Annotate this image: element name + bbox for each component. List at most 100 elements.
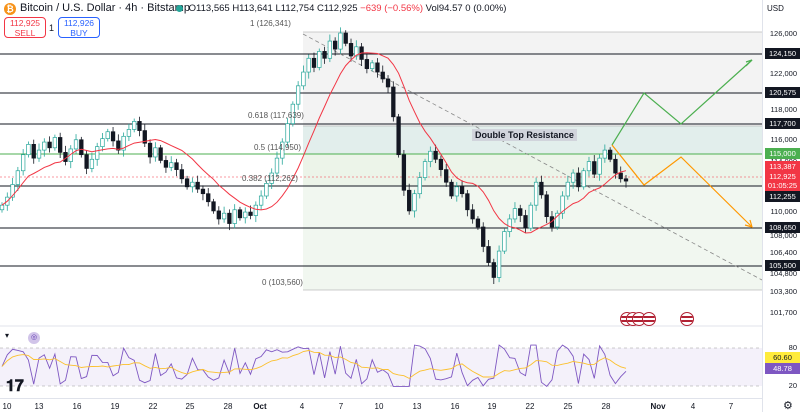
candle-body	[26, 144, 31, 156]
candle-body	[221, 212, 227, 220]
candle-body	[613, 158, 618, 174]
us-flag-icon[interactable]	[680, 312, 694, 326]
time-tick: Oct	[253, 402, 267, 411]
fib-level-0: 0 (103,560)	[262, 278, 303, 287]
price-chart[interactable]	[0, 0, 762, 412]
time-tick: 4	[299, 402, 305, 411]
candle-body	[317, 51, 322, 68]
price-scale[interactable]: USD 126,000124,000122,000120,000118,0001…	[762, 0, 800, 412]
double-top-label[interactable]: Double Top Resistance	[472, 129, 577, 141]
time-tick: 7	[728, 402, 734, 411]
volume-readout: Vol94.57	[425, 3, 463, 14]
buy-button[interactable]: 112,926 BUY	[58, 17, 100, 38]
us-flag-icon[interactable]	[642, 312, 656, 326]
price-tick: 106,400	[769, 248, 797, 257]
ohlc-open: O113,565	[188, 3, 230, 14]
candle-body	[581, 170, 586, 188]
candle-body	[153, 147, 158, 158]
time-tick: 4	[690, 402, 696, 411]
candle-body	[258, 195, 264, 206]
symbol-title[interactable]: Bitcoin / U.S. Dollar · 4h · Bitstamp	[20, 2, 190, 14]
candle-body	[586, 161, 592, 172]
fib-zone-upper	[303, 32, 762, 126]
candle-body	[417, 177, 422, 195]
candle-body	[21, 154, 26, 172]
price-level-label: 105,500	[765, 260, 800, 271]
time-tick: 19	[110, 402, 120, 411]
candle-body	[285, 123, 290, 143]
fib-level-0382: 0.382 (112,262)	[242, 174, 298, 183]
candle-body	[385, 78, 391, 88]
tradingview-logo[interactable]: 𝟏𝟕	[6, 378, 24, 395]
gear-icon[interactable]: ⚙	[783, 400, 793, 412]
bullish-arrow-icon	[745, 59, 753, 67]
candle-body	[227, 212, 232, 224]
candle-body	[110, 131, 116, 142]
buy-label: BUY	[70, 27, 88, 38]
candle-body	[555, 212, 560, 228]
price-level-label: 108,650	[765, 222, 800, 233]
rsi-ma-line	[1, 350, 627, 379]
collapse-pane-icon[interactable]: ▾	[5, 331, 10, 340]
spread-value: 1	[49, 23, 55, 33]
candle-body	[137, 121, 142, 131]
moving-average-line	[1, 52, 627, 234]
price-level-label: 113,387	[765, 161, 800, 172]
candle-body	[311, 57, 317, 68]
candle-body	[327, 40, 333, 59]
rsi-value-label: 60.60	[765, 352, 800, 363]
rsi-tick: 80	[788, 343, 797, 352]
candle-body	[592, 161, 597, 175]
ohlc-change: −639 (−0.56%)	[360, 3, 424, 14]
time-tick: 16	[72, 402, 82, 411]
time-axis[interactable]: 10 13 16 19 22 25 28 Oct 4 7 10 13 16 19 22 25 28 Nov 4 7	[0, 398, 762, 413]
time-tick: 25	[563, 402, 573, 411]
candle-body	[391, 86, 396, 118]
candle-body	[73, 139, 79, 150]
candle-body	[295, 85, 301, 105]
rsi-indicator-icon[interactable]: ◎	[28, 332, 40, 344]
rsi-value-label: 48.78	[765, 363, 800, 374]
currency-label[interactable]: USD	[767, 4, 784, 13]
time-tick: 16	[450, 402, 460, 411]
candle-body	[422, 161, 428, 178]
candle-body	[338, 32, 343, 50]
price-tick: 103,300	[769, 287, 797, 296]
time-tick: 22	[525, 402, 535, 411]
time-tick: 13	[412, 402, 422, 411]
candle-body	[232, 209, 237, 224]
candle-body	[343, 32, 348, 44]
price-tick: 118,000	[770, 105, 797, 114]
time-tick: 19	[487, 402, 497, 411]
price-tick: 110,000	[770, 207, 797, 216]
bullish-projection-path	[611, 59, 753, 146]
time-tick: 25	[185, 402, 195, 411]
candle-body	[528, 204, 533, 229]
candle-body	[544, 194, 549, 218]
ohlc-readout: O113,565 H113,641 L112,754 C112,925 −639…	[176, 3, 506, 14]
candle-body	[306, 57, 311, 73]
time-tick: 28	[223, 402, 233, 411]
candle-body	[84, 154, 89, 169]
ohlc-low: L112,754	[275, 3, 315, 14]
candle-body	[42, 141, 47, 151]
candle-body	[31, 144, 36, 159]
candle-body	[407, 189, 412, 212]
candle-body	[444, 169, 449, 183]
candle-body	[623, 178, 629, 182]
candle-body	[95, 146, 100, 160]
rsi-line	[1, 344, 627, 388]
candle-body	[58, 137, 63, 153]
price-tick: 126,000	[769, 29, 797, 38]
candle-body	[195, 181, 200, 190]
candle-body	[433, 150, 438, 160]
candle-body	[200, 188, 206, 195]
candle-body	[565, 181, 570, 197]
candle-body	[0, 204, 5, 211]
candle-body	[121, 135, 126, 151]
sell-button[interactable]: 112,925 SELL	[4, 17, 46, 38]
candle-body	[412, 193, 417, 212]
candle-body	[174, 162, 179, 170]
time-tick: Nov	[650, 402, 666, 411]
candle-body	[348, 43, 354, 57]
